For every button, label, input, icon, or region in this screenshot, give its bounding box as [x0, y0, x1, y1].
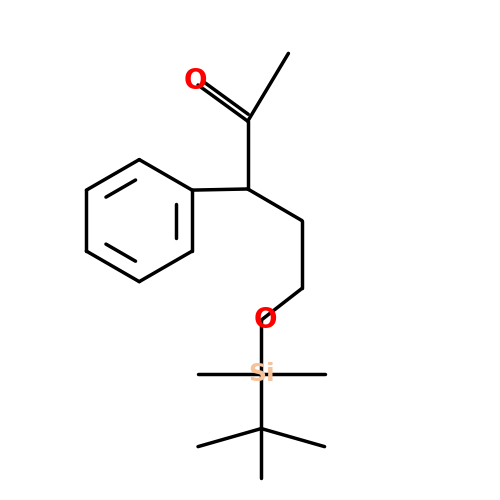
Text: O: O: [254, 306, 278, 334]
Text: O: O: [184, 68, 208, 96]
Text: Si: Si: [248, 362, 274, 386]
